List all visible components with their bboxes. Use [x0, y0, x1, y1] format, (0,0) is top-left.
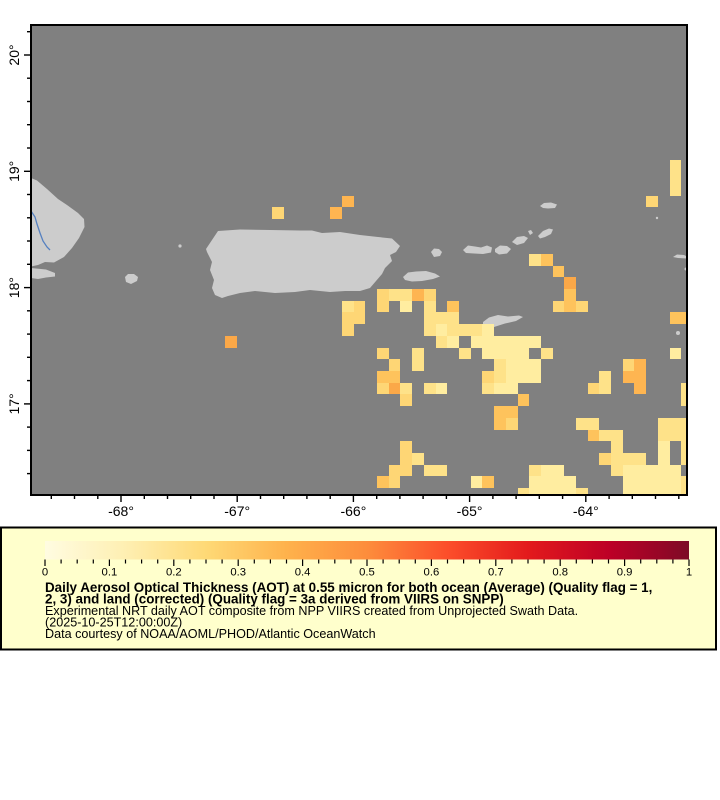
svg-text:18°: 18° [6, 277, 22, 298]
svg-text:0.9: 0.9 [617, 567, 633, 579]
svg-text:20°: 20° [6, 44, 22, 65]
svg-text:(2025-10-25T12:00:00Z): (2025-10-25T12:00:00Z) [45, 616, 182, 630]
svg-text:-64°: -64° [573, 503, 599, 519]
svg-text:1: 1 [686, 567, 692, 579]
svg-text:0.5: 0.5 [359, 567, 375, 579]
svg-text:0.7: 0.7 [488, 567, 504, 579]
svg-text:Experimental NRT daily AOT com: Experimental NRT daily AOT composite fro… [45, 604, 578, 618]
svg-text:0.1: 0.1 [102, 567, 118, 579]
svg-text:2, 3) and land (corrected) (Qu: 2, 3) and land (corrected) (Quality flag… [45, 592, 504, 607]
svg-text:-67°: -67° [224, 503, 250, 519]
svg-text:19°: 19° [6, 161, 22, 182]
svg-text:0.6: 0.6 [424, 567, 440, 579]
svg-text:0.3: 0.3 [230, 567, 246, 579]
svg-text:-66°: -66° [340, 503, 366, 519]
svg-text:0: 0 [42, 567, 48, 579]
svg-text:Data courtesy of NOAA/AOML/PHO: Data courtesy of NOAA/AOML/PHOD/Atlantic… [45, 627, 376, 641]
svg-text:-68°: -68° [108, 503, 134, 519]
svg-text:0.2: 0.2 [166, 567, 182, 579]
svg-text:0.4: 0.4 [295, 567, 311, 579]
svg-text:Daily Aerosol Optical Thicknes: Daily Aerosol Optical Thickness (AOT) at… [45, 580, 652, 595]
svg-text:0.8: 0.8 [552, 567, 568, 579]
svg-text:17°: 17° [6, 393, 22, 414]
svg-text:-65°: -65° [457, 503, 483, 519]
